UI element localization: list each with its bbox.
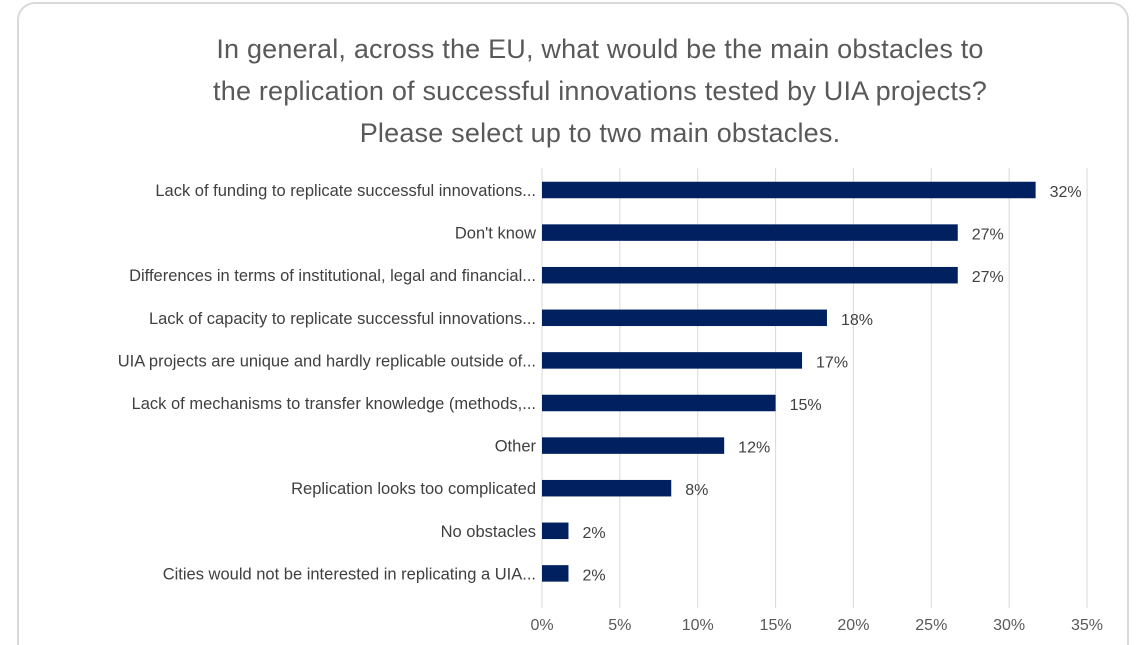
category-labels: Lack of funding to replicate successful … xyxy=(118,182,537,583)
data-label: 18% xyxy=(841,312,873,329)
x-tick-label: 15% xyxy=(760,617,792,634)
data-label: 17% xyxy=(816,354,848,371)
x-tick-label: 30% xyxy=(993,617,1025,634)
bar xyxy=(542,479,672,497)
x-tick-label: 25% xyxy=(915,617,947,634)
bar xyxy=(542,437,725,454)
x-tick-label: 10% xyxy=(682,617,714,634)
x-tick-label: 20% xyxy=(837,617,869,634)
bars xyxy=(542,181,1036,582)
data-label: 2% xyxy=(582,525,605,542)
bar xyxy=(542,522,569,540)
data-label: 15% xyxy=(790,397,822,414)
bar xyxy=(542,565,569,582)
x-axis-ticks: 0% 5% 10% 15% 20% 25% 30% 35% xyxy=(530,617,1103,634)
value-labels: 32% 27% 27% 18% 17% 15% 12% 8% 2% 2% xyxy=(582,184,1081,584)
bar xyxy=(542,224,958,241)
chart-title: In general, across the EU, what would be… xyxy=(20,28,1140,154)
data-label: 8% xyxy=(685,482,708,499)
data-label: 32% xyxy=(1050,184,1082,201)
chart-title-line-3: Please select up to two main obstacles. xyxy=(359,118,841,148)
category-label: Don't know xyxy=(455,225,536,243)
category-label: Lack of mechanisms to transfer knowledge… xyxy=(132,395,536,413)
category-label: Differences in terms of institutional, l… xyxy=(129,267,536,285)
category-label: Other xyxy=(495,438,537,456)
data-label: 27% xyxy=(972,227,1004,244)
x-tick-label: 35% xyxy=(1071,617,1103,634)
category-label: No obstacles xyxy=(441,523,536,541)
category-label: Lack of funding to replicate successful … xyxy=(155,182,536,200)
category-label: Cities would not be interested in replic… xyxy=(163,565,536,583)
data-label: 2% xyxy=(582,567,605,584)
category-label: UIA projects are unique and hardly repli… xyxy=(118,352,536,370)
chart-title-line-1: In general, across the EU, what would be… xyxy=(216,34,984,64)
bar xyxy=(542,309,827,327)
data-label: 12% xyxy=(738,440,770,457)
x-tick-label: 0% xyxy=(530,617,553,634)
bar xyxy=(542,394,776,412)
category-label: Lack of capacity to replicate successful… xyxy=(149,310,536,328)
chart-title-line-2: the replication of successful innovation… xyxy=(213,76,987,106)
x-tick-label: 5% xyxy=(608,617,631,634)
bar xyxy=(542,352,803,369)
bar xyxy=(542,181,1036,199)
data-label: 27% xyxy=(972,269,1004,286)
category-label: Replication looks too complicated xyxy=(291,480,536,498)
bar xyxy=(542,266,958,284)
